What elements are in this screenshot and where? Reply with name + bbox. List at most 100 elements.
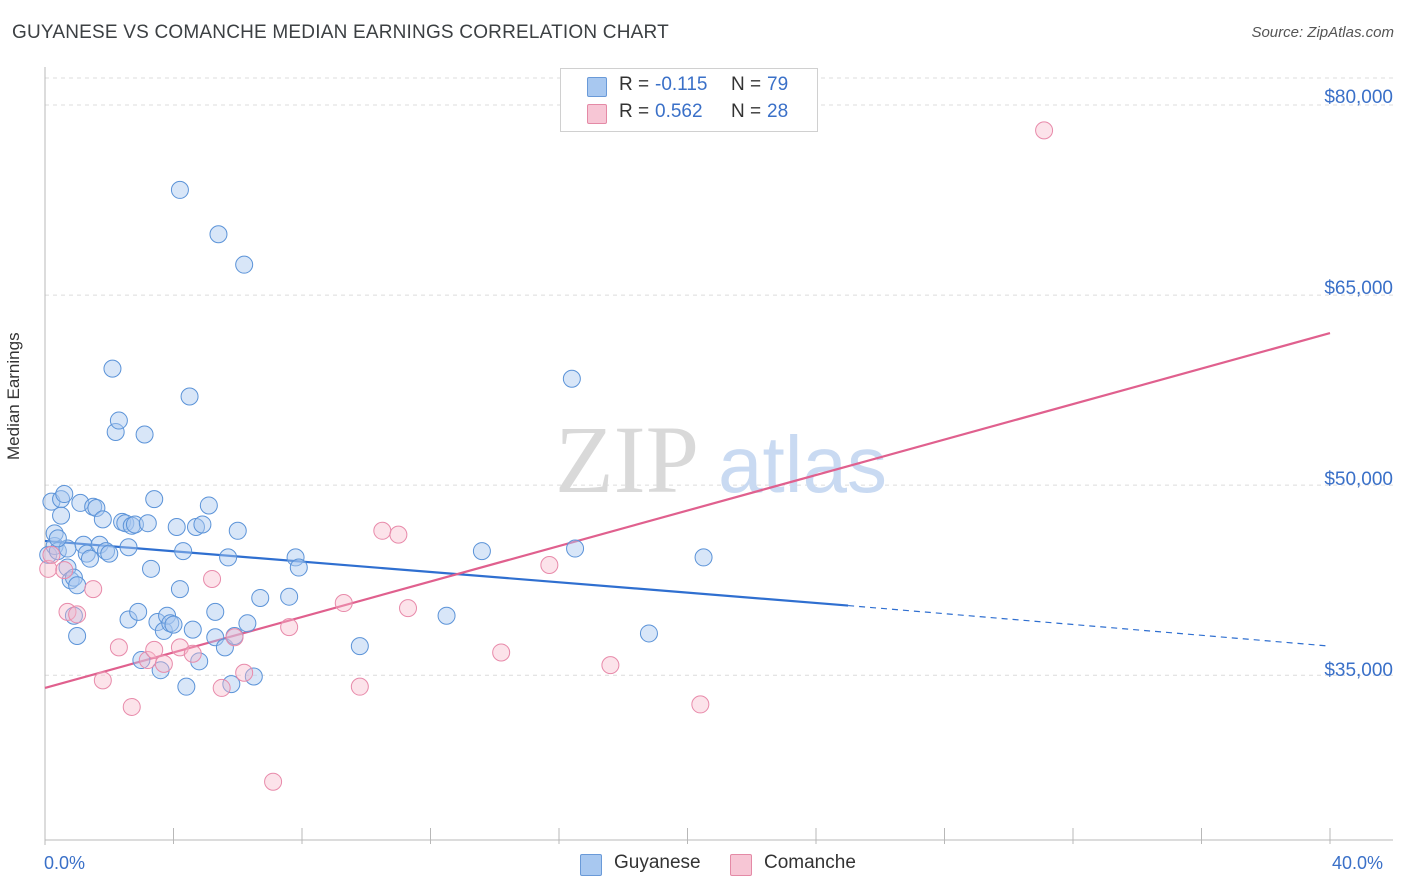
data-point-guyanese [235,255,254,274]
legend-swatch-guyanese [587,77,607,97]
data-point-guyanese [97,542,116,561]
data-point-guyanese [437,606,456,625]
data-point-guyanese [52,490,71,509]
data-point-guyanese [174,542,193,561]
data-point-guyanese [45,524,64,543]
data-point-comanche [334,594,353,613]
legend-n-value: 28 [767,101,789,122]
data-point-comanche [109,638,128,657]
data-point-comanche [540,556,559,575]
correlation-legend: R = -0.115 N = 79 R = 0.562 N = 28 [560,68,818,132]
data-point-guyanese [77,544,96,563]
x-tick-label: 40.0% [1332,853,1384,873]
data-point-guyanese [289,558,308,577]
y-tick-label: $35,000 [1324,660,1393,681]
data-point-comanche [42,545,61,564]
data-point-comanche [350,677,369,696]
chart-title: GUYANESE VS COMANCHE MEDIAN EARNINGS COR… [12,22,669,43]
data-point-guyanese [135,425,154,444]
data-point-comanche [212,678,231,697]
data-point-comanche [68,605,87,624]
data-point-guyanese [199,496,218,515]
data-point-guyanese [154,621,173,640]
watermark: ZIP atlas [555,406,887,513]
data-point-comanche [235,663,254,682]
trend-line-extension-guyanese [848,604,1331,647]
data-point-guyanese [566,539,585,558]
data-point-comanche [122,697,141,716]
data-point-guyanese [87,498,106,517]
data-point-comanche [93,671,112,690]
y-tick-label: $65,000 [1324,278,1393,299]
data-point-guyanese [106,422,125,441]
data-point-guyanese [286,548,305,567]
legend-r-label: R = [619,101,650,122]
data-point-comanche [183,644,202,663]
data-point-comanche [691,695,710,714]
data-point-guyanese [129,602,148,621]
y-tick-label: $50,000 [1324,469,1393,490]
data-point-guyanese [148,613,167,632]
data-point-guyanese [206,602,225,621]
data-point-guyanese [93,510,112,529]
data-point-guyanese [183,620,202,639]
data-point-guyanese [80,549,99,568]
legend-swatch-comanche [730,854,752,876]
legend-n-label: N = [731,74,762,95]
data-point-guyanese [177,677,196,696]
data-point-comanche [389,525,408,544]
data-point-guyanese [52,506,71,525]
data-point-comanche [39,559,58,578]
y-tick-label: $80,000 [1324,87,1393,108]
legend-label-comanche: Comanche [764,852,856,873]
data-point-comanche [154,654,173,673]
legend-swatch-guyanese [580,854,602,876]
data-point-comanche [84,580,103,599]
data-point-guyanese [222,675,241,694]
data-point-guyanese [472,542,491,561]
y-axis-label: Median Earnings [4,332,23,460]
data-point-guyanese [206,628,225,647]
legend-r-label: R = [619,74,650,95]
data-point-guyanese [280,587,299,606]
legend-n-value: 79 [767,74,789,95]
data-point-guyanese [164,615,183,634]
data-point-guyanese [251,588,270,607]
data-point-guyanese [562,369,581,388]
legend-r-value: 0.562 [655,101,703,122]
data-point-guyanese [228,521,247,540]
data-point-comanche [399,599,418,618]
data-point-guyanese [350,637,369,656]
data-point-comanche [203,569,222,588]
legend-r-value: -0.115 [655,74,708,95]
data-point-guyanese [132,651,151,670]
data-point-guyanese [142,559,161,578]
data-point-guyanese [219,548,238,567]
data-point-guyanese [55,485,74,504]
data-point-guyanese [68,576,87,595]
watermark-zip: ZIP [555,406,699,513]
data-point-guyanese [138,514,157,533]
legend-n-label: N = [731,101,762,122]
data-point-guyanese [119,538,138,557]
data-point-guyanese [125,515,144,534]
data-point-guyanese [167,517,186,536]
data-point-guyanese [145,490,164,509]
data-point-comanche [264,772,283,791]
data-point-guyanese [109,411,128,430]
data-point-guyanese [103,359,122,378]
data-point-comanche [225,628,244,647]
legend-swatch-comanche [587,104,607,124]
data-point-guyanese [238,614,257,633]
data-point-comanche [601,656,620,675]
chart-source: Source: ZipAtlas.com [1251,24,1394,41]
data-point-comanche [145,640,164,659]
data-point-guyanese [694,548,713,567]
data-point-comanche [280,618,299,637]
data-point-guyanese [100,544,119,563]
data-point-guyanese [170,180,189,199]
data-point-guyanese [180,387,199,406]
data-point-guyanese [119,610,138,629]
data-point-guyanese [244,667,263,686]
